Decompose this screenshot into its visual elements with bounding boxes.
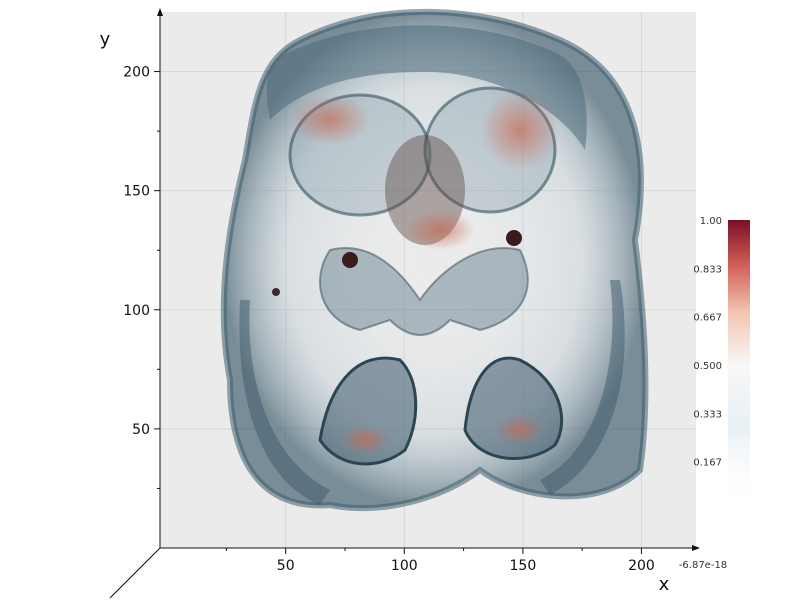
- colorbar-tick-label: 1.00: [700, 216, 722, 227]
- x-axis-arrow: [692, 545, 700, 551]
- top-band: [266, 25, 587, 150]
- y-tick-label: 200: [123, 65, 150, 81]
- y-tick-label: 50: [132, 422, 150, 438]
- left-jaw-band: [239, 300, 330, 505]
- y-axis-label: y: [100, 29, 111, 50]
- red-highlight-center: [405, 210, 475, 250]
- colorbar-tick-label: 0.667: [693, 313, 722, 324]
- colorbar-tick-label: 0.500: [693, 361, 722, 372]
- y-ticks: 50 100 150 200: [123, 65, 160, 489]
- x-tick-label: 150: [510, 558, 537, 574]
- axes: 50 100 150 200 50 100 150 200 y x: [100, 8, 700, 599]
- x-tick-label: 100: [391, 558, 418, 574]
- x-tick-label: 50: [277, 558, 295, 574]
- colorbar-tick-label: 0.333: [693, 409, 722, 420]
- x-tick-label: 200: [628, 558, 655, 574]
- dark-node-right: [506, 230, 522, 246]
- y-tick-label: 100: [123, 303, 150, 319]
- colorbar-gradient: [728, 220, 750, 510]
- x-ticks: 50 100 150 200: [225, 548, 655, 574]
- colorbar-min-label: -6.87e-18: [679, 560, 727, 571]
- dark-node-side: [272, 288, 280, 296]
- colorbar-ticks: 1.00 0.833 0.667 0.500 0.333 0.167 -6.87e-18: [679, 216, 727, 571]
- red-highlight-left: [290, 95, 370, 145]
- y-tick-label: 150: [123, 184, 150, 200]
- colorbar-tick-label: 0.167: [693, 458, 722, 469]
- x-axis-label: x: [659, 574, 670, 595]
- y-axis-arrow: [157, 8, 163, 16]
- z-axis-line: [109, 547, 161, 599]
- volume-rendering: [220, 8, 649, 512]
- lower-red-right: [495, 415, 545, 445]
- lower-red-left: [340, 425, 390, 455]
- red-highlight-right: [480, 90, 560, 170]
- right-jaw-band: [540, 280, 625, 495]
- colorbar-tick-label: 0.833: [693, 264, 722, 275]
- dark-node-left: [342, 252, 358, 268]
- colorbar: 1.00 0.833 0.667 0.500 0.333 0.167 -6.87e-18: [679, 216, 750, 571]
- mid-structure: [319, 247, 529, 336]
